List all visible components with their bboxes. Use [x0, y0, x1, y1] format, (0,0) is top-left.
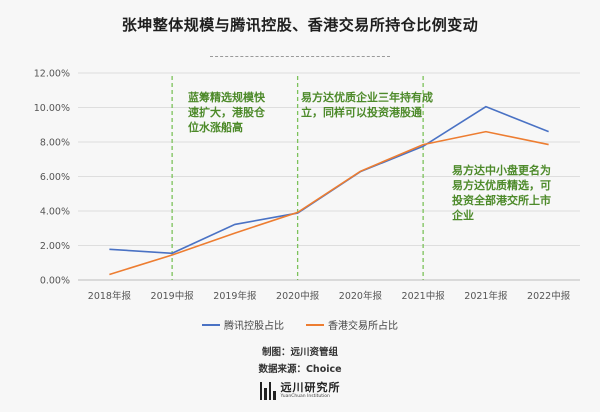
annotation-text: 立，同样可以投资港股通 [301, 105, 422, 119]
annotation-text: 易方达优质企业三年持有成 [301, 90, 433, 104]
legend-label-hkex: 香港交易所占比 [328, 321, 398, 332]
series-line-hkex [109, 130, 549, 276]
y-tick-label: 0.00% [40, 276, 70, 287]
x-tick-label: 2022中报 [527, 290, 571, 302]
x-tick-label: 2018年报 [88, 290, 132, 302]
annotation-text: 易方达中小盘更名为 [452, 163, 551, 177]
annotation-text: 易方达优质精选，可 [452, 178, 551, 192]
x-axis-ticks: 2018年报 2019中报 2019年报 2020中报 2020年报 2021中报 2021… [88, 290, 571, 302]
y-tick-label: 4.00% [40, 207, 70, 218]
annotation-text: 速扩大，港股仓 [188, 105, 266, 119]
y-axis-ticks: 0.00% 2.00% 4.00% 6.00% 8.00% 10.00% 12.00% [34, 69, 70, 287]
x-tick-label: 2021年报 [464, 290, 508, 302]
series-lines [109, 105, 549, 276]
x-tick-label: 2019年报 [213, 290, 257, 302]
y-tick-label: 6.00% [40, 172, 70, 183]
annotation-text: 位水涨船高 [188, 120, 243, 134]
grid-lines [78, 72, 580, 281]
legend-swatch-hkex [306, 323, 324, 326]
x-tick-label: 2020年报 [339, 290, 383, 302]
footer-source: 数据来源：Choice [258, 364, 342, 375]
logo-bars-icon [259, 382, 276, 400]
chart-title: 张坤整体规模与腾讯控股、香港交易所持仓比例变动 [121, 16, 479, 34]
y-tick-label: 12.00% [34, 69, 70, 80]
legend-swatch-tencent [202, 323, 220, 326]
legend-item-hkex: 香港交易所占比 [306, 317, 398, 332]
x-tick-label: 2020中报 [276, 290, 320, 302]
logo-name: 远川研究所 [280, 381, 341, 395]
period-dividers [171, 76, 424, 280]
annotation-text: 蓝筹精选规模快 [188, 90, 266, 104]
legend: 腾讯控股占比 香港交易所占比 [0, 317, 600, 332]
x-tick-label: 2021中报 [402, 290, 446, 302]
legend-item-tencent: 腾讯控股占比 [202, 317, 284, 332]
y-tick-label: 8.00% [40, 138, 70, 149]
brand-logo: 远川研究所 YuanChuan Institution [0, 382, 600, 400]
annotation-text: 投资全部港交所上市 [452, 193, 551, 207]
legend-label-tencent: 腾讯控股占比 [224, 321, 284, 332]
y-tick-label: 10.00% [34, 103, 70, 114]
title-divider [210, 56, 390, 57]
x-tick-label: 2019中报 [151, 290, 195, 302]
y-tick-label: 2.00% [40, 241, 70, 252]
logo-subtitle: YuanChuan Institution [280, 394, 330, 400]
annotation-text: 企业 [451, 208, 474, 222]
footer-maker: 制图：远川资管组 [261, 347, 338, 358]
